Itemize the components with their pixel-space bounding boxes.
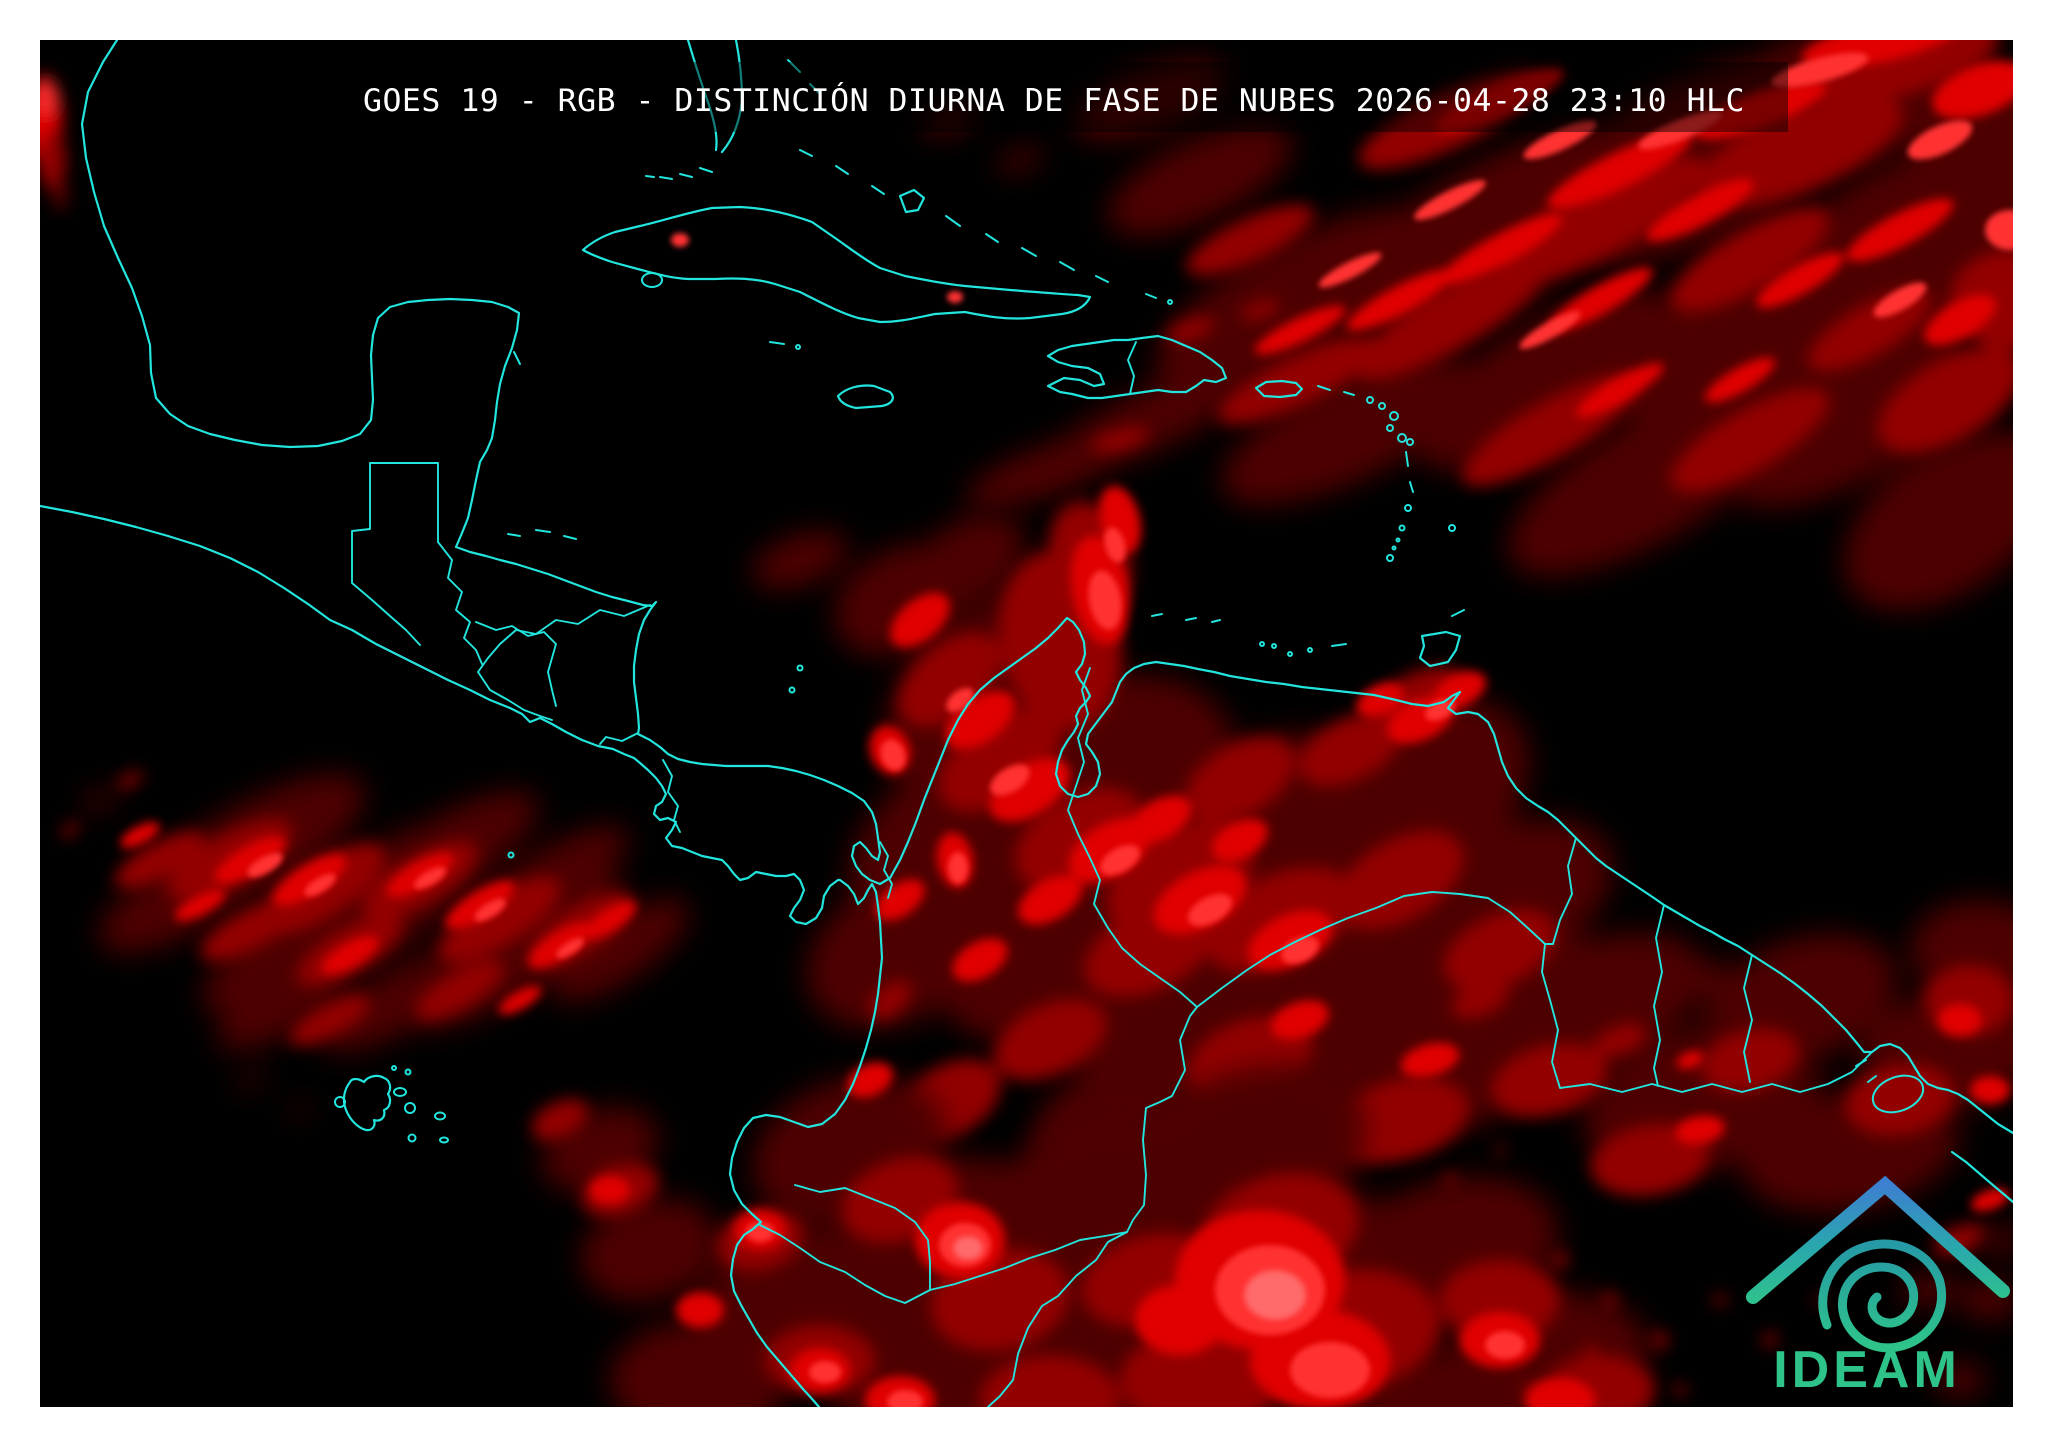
- coast-jamaica: [836, 384, 894, 410]
- border-honduras-nicaragua: [477, 604, 651, 721]
- coast-pacific: [40, 504, 884, 1407]
- border-ecuador-peru: [759, 1224, 931, 1304]
- coastline-layer: [40, 40, 2013, 1407]
- amazon-mouth: [1855, 1059, 2013, 1204]
- ideam-logo-label: IDEAM: [1773, 1341, 1961, 1399]
- border-guyana-brazil: [1541, 943, 1873, 1093]
- ideam-logo: IDEAM: [1746, 1175, 2010, 1399]
- bahamas-islands: [799, 149, 1173, 305]
- border-ecuador-colombia: [794, 1184, 931, 1291]
- border-suriname-guiana: [1743, 954, 1753, 1083]
- border-venezuela-guyana: [1544, 837, 1577, 945]
- cloud-layer: [40, 40, 2013, 1407]
- border-mexico-guatemala-belize: [351, 462, 439, 646]
- coast-florida: [645, 40, 821, 180]
- border-colombia-venezuela: [1067, 667, 1198, 1008]
- small-islands: [507, 341, 804, 859]
- coast-puerto-rico: [1254, 379, 1304, 399]
- isla-juventud: [641, 272, 663, 288]
- page-title: GOES 19 - RGB - DISTINCIÓN DIURNA DE FAS…: [363, 80, 1745, 119]
- political-borders: [351, 462, 1873, 1407]
- lesser-antilles: [1151, 385, 1465, 668]
- border-colombia-peru: [929, 1231, 1128, 1291]
- border-haiti-dr: [1127, 341, 1137, 395]
- coast-caribbean: [80, 40, 2013, 1135]
- border-peru-brazil: [987, 1231, 1128, 1407]
- coast-cuba: [581, 205, 1092, 324]
- border-guyana-suriname: [1653, 904, 1665, 1087]
- hurricane-spiral-icon: [1818, 1239, 1947, 1353]
- galapagos-islands: [334, 1065, 449, 1144]
- border-colombia-brazil: [1126, 1006, 1198, 1233]
- coast-hispaniola: [1046, 334, 1228, 400]
- border-el-salvador: [475, 621, 557, 707]
- border-guatemala-honduras: [437, 541, 483, 665]
- border-venezuela-brazil: [1196, 891, 1546, 1008]
- border-nicaragua-costa-rica: [599, 732, 639, 745]
- border-costa-rica-panama: [662, 759, 681, 833]
- border-panama-colombia: [879, 841, 893, 899]
- title-backdrop: [322, 62, 1788, 132]
- ideam-roof-icon: [1746, 1175, 2010, 1304]
